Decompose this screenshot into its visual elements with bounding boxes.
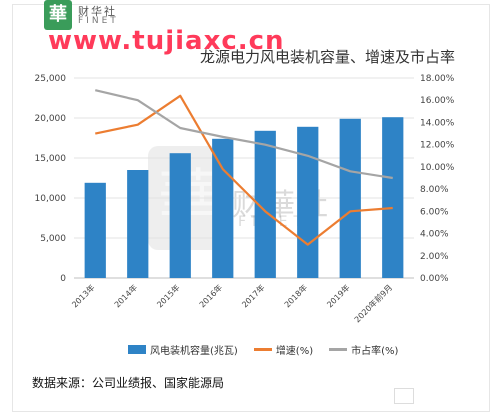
- brand-name-cn: 财华社: [78, 5, 117, 18]
- legend-swatch-share: [329, 348, 348, 351]
- capacity-bar: [127, 170, 149, 278]
- right-axis-tick-label: 12.00%: [420, 141, 455, 151]
- finet-logo-icon: 華: [44, 0, 72, 30]
- legend-label-share: 市占率(%): [351, 346, 399, 357]
- x-axis-category-label: 2013年: [70, 282, 97, 309]
- legend-label-capacity: 风电装机容量(兆瓦): [150, 346, 238, 357]
- x-axis-category-label: 2016年: [197, 282, 224, 309]
- right-axis-tick-label: 8.00%: [420, 185, 449, 195]
- left-axis-tick-label: 25,000: [35, 74, 67, 84]
- data-source-note: 数据来源：公司业绩报、国家能源局: [32, 376, 225, 390]
- right-axis-tick-label: 0.00%: [420, 274, 449, 284]
- capacity-bar: [254, 130, 276, 278]
- x-axis-category-label: 2020年前9月: [352, 282, 394, 324]
- capacity-bar: [84, 182, 106, 278]
- left-axis-tick-label: 20,000: [35, 114, 67, 124]
- left-axis-tick-label: 5,000: [40, 234, 66, 244]
- chart-title: 龙源电力风电装机容量、增速及市占率: [200, 48, 456, 66]
- x-axis-category-label: 2019年: [325, 282, 352, 309]
- left-axis-tick-label: 0: [60, 274, 66, 284]
- capacity-bar: [169, 153, 191, 278]
- growth-rate-line: [95, 94, 393, 246]
- right-axis-tick-label: 14.00%: [420, 118, 455, 128]
- brand-name-en: FINET: [78, 16, 119, 26]
- x-axis-category-label: 2017年: [240, 282, 267, 309]
- capacity-bar: [382, 117, 404, 278]
- capacity-bar: [339, 118, 361, 278]
- chart-legend: 风电装机容量(兆瓦) 增速(%) 市占率(%): [128, 342, 398, 357]
- left-axis-tick-label: 15,000: [35, 154, 67, 164]
- right-axis-tick-label: 4.00%: [420, 230, 449, 240]
- capacity-bar: [297, 126, 319, 278]
- watermark-url: www.tujiaxc.cn: [48, 26, 285, 56]
- right-axis-tick-label: 10.00%: [420, 163, 455, 173]
- left-axis-tick-label: 10,000: [35, 194, 67, 204]
- legend-label-growth: 增速(%): [275, 346, 314, 357]
- legend-swatch-growth: [253, 348, 272, 351]
- x-axis-category-label: 2015年: [155, 282, 182, 309]
- right-axis-tick-label: 2.00%: [420, 252, 449, 262]
- right-axis-tick-label: 6.00%: [420, 207, 449, 217]
- x-axis-category-label: 2018年: [282, 282, 309, 309]
- corner-badge: [394, 388, 414, 404]
- capacity-bar: [212, 138, 234, 278]
- legend-item-capacity: 风电装机容量(兆瓦): [128, 342, 238, 357]
- legend-swatch-capacity: [128, 345, 146, 354]
- legend-item-growth: 增速(%): [253, 342, 314, 357]
- right-axis-tick-label: 18.00%: [420, 74, 455, 84]
- legend-item-share: 市占率(%): [329, 342, 398, 357]
- market-share-line: [94, 89, 393, 180]
- x-axis-category-label: 2014年: [112, 282, 139, 309]
- right-axis-tick-label: 16.00%: [420, 96, 455, 106]
